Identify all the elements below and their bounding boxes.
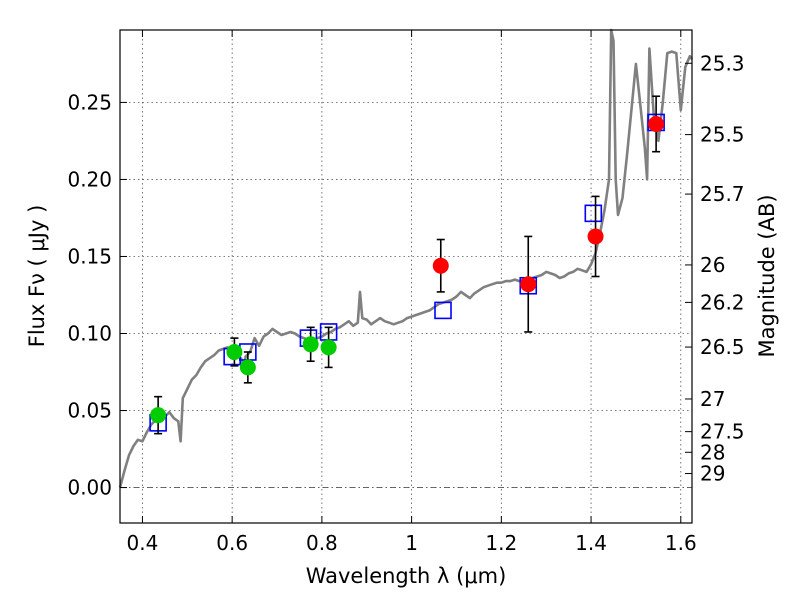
y2-tick-label-4: 26.2	[700, 290, 745, 314]
y2-tick-label-8: 28	[700, 440, 725, 464]
y2-tick-label-2: 25.7	[700, 182, 745, 206]
x-tick-label-1: 0.6	[216, 531, 248, 555]
x-tick-label-3: 1	[405, 531, 418, 555]
y-tick-label-0: 0.00	[67, 476, 112, 500]
green-point-3	[302, 336, 319, 353]
green-point-0	[150, 407, 167, 424]
y-tick-label-2: 0.10	[67, 322, 112, 346]
y2-tick-label-9: 29	[700, 462, 725, 486]
model-spectrum-line	[118, 28, 694, 488]
green-point-2	[239, 359, 256, 376]
x-tick-label-6: 1.6	[665, 531, 697, 555]
red-point-1	[520, 276, 537, 293]
green-point-4	[320, 339, 337, 356]
y-tick-label-4: 0.20	[67, 167, 112, 191]
y2-tick-label-3: 26	[700, 253, 725, 277]
red-point-2	[587, 228, 604, 245]
y-tick-label-3: 0.15	[67, 244, 112, 268]
model-point-7	[584, 204, 603, 223]
y-tick-label-5: 0.25	[67, 90, 112, 114]
red-point-3	[648, 115, 665, 132]
x-tick-label-2: 0.8	[306, 531, 338, 555]
model-point-5	[434, 301, 452, 320]
y2-tick-label-1: 25.5	[700, 123, 745, 147]
x-tick-label-4: 1.2	[485, 531, 517, 555]
plot-frame	[119, 29, 693, 524]
x-tick-label-5: 1.4	[575, 531, 607, 555]
y2-tick-label-5: 26.5	[700, 335, 745, 359]
green-point-1	[226, 343, 243, 360]
y2-tick-label-6: 27	[700, 387, 725, 411]
y2-tick-label-0: 25.3	[700, 51, 745, 75]
axis-ticks: 0.4 0.6 0.8 1 1.2 1.4 1.6 0.00 0.05 0.10 0.15 0.20 0…	[67, 30, 745, 555]
y2-tick-label-7: 27.5	[700, 420, 745, 444]
y2-axis-label: Magnitude (AB)	[755, 194, 779, 357]
x-axis-label: Wavelength λ (μm)	[306, 564, 507, 588]
y-tick-label-1: 0.05	[67, 399, 112, 423]
x-tick-label-0: 0.4	[127, 531, 159, 555]
plot-area	[118, 28, 694, 489]
y-axis-label: Flux Fν ( μJy )	[25, 205, 49, 348]
red-point-0	[432, 257, 449, 274]
